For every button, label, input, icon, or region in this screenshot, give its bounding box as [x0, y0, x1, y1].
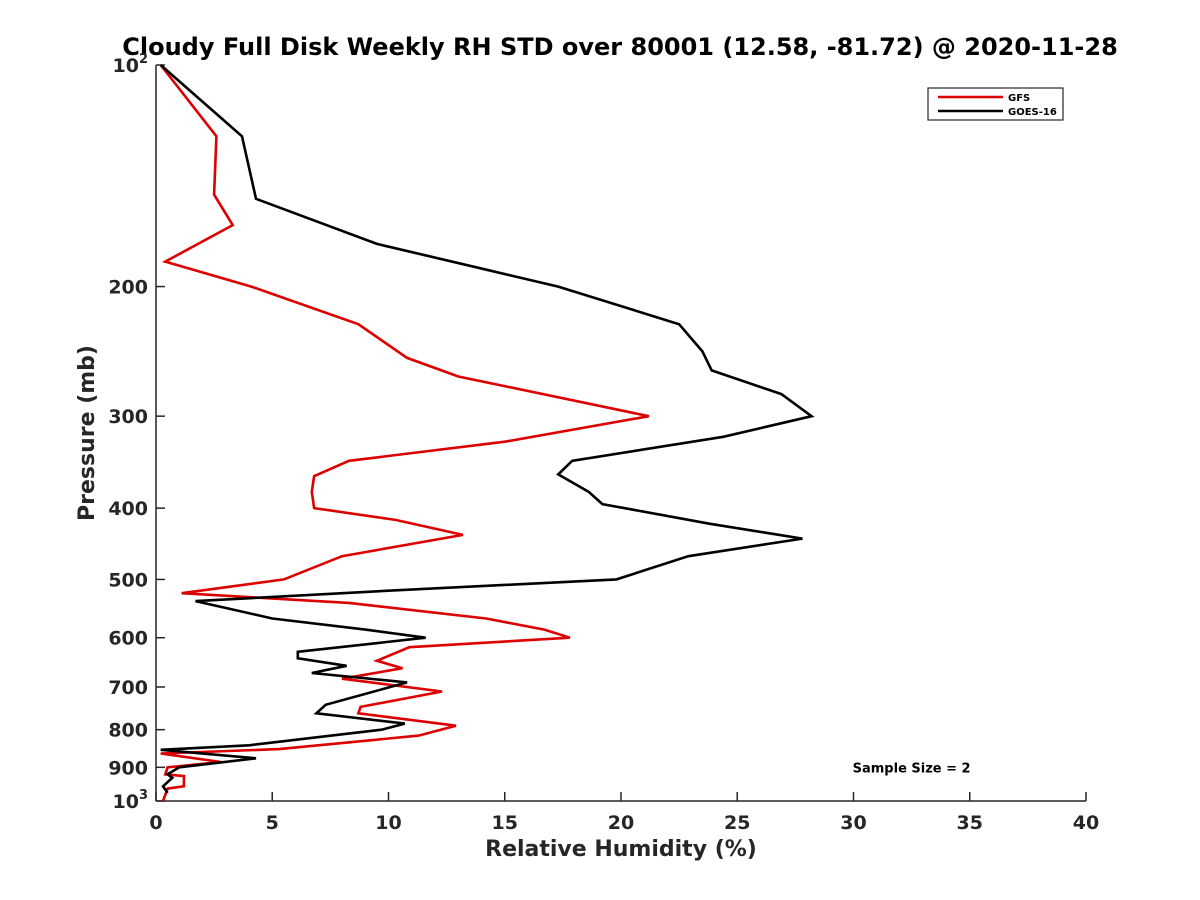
y-tick-label: 300 — [108, 406, 148, 428]
y-tick-label: 600 — [108, 628, 148, 650]
x-axis-label: Relative Humidity (%) — [485, 837, 757, 862]
y-tick-label: 500 — [108, 569, 148, 591]
y-tick-label: 400 — [108, 498, 148, 520]
series-line-goes16 — [159, 64, 815, 794]
chart-title: Cloudy Full Disk Weekly RH STD over 8000… — [122, 33, 1118, 61]
y-ticks: 102 200 300 400 500 600 700 800 900 103 — [108, 52, 165, 813]
x-tick-label: 20 — [608, 812, 634, 834]
y-tick-label: 700 — [108, 677, 148, 699]
legend-label-goes16: GOES-16 — [1008, 107, 1057, 118]
x-ticks: 0 5 10 15 20 25 30 35 40 — [149, 792, 1099, 834]
x-tick-label: 10 — [375, 812, 401, 834]
legend-box — [927, 87, 1064, 121]
sample-size-annotation: Sample Size = 2 — [853, 761, 971, 776]
y-axis-label: Pressure (mb) — [75, 345, 100, 521]
series-layer — [159, 64, 815, 802]
x-tick-label: 35 — [957, 812, 983, 834]
legend-label-gfs: GFS — [1008, 93, 1030, 104]
x-tick-label: 5 — [266, 812, 279, 834]
series-line-gfs — [159, 64, 650, 802]
y-tick-label: 800 — [108, 720, 148, 742]
x-tick-label: 40 — [1073, 812, 1099, 834]
x-tick-label: 0 — [149, 812, 162, 834]
legend: GFS GOES-16 — [927, 87, 1064, 121]
y-tick-label: 103 — [113, 788, 149, 813]
x-tick-label: 25 — [724, 812, 750, 834]
x-tick-label: 15 — [492, 812, 518, 834]
y-tick-label: 102 — [113, 52, 149, 77]
x-tick-label: 30 — [840, 812, 866, 834]
y-tick-label: 900 — [108, 757, 148, 779]
y-tick-label: 200 — [108, 277, 148, 299]
